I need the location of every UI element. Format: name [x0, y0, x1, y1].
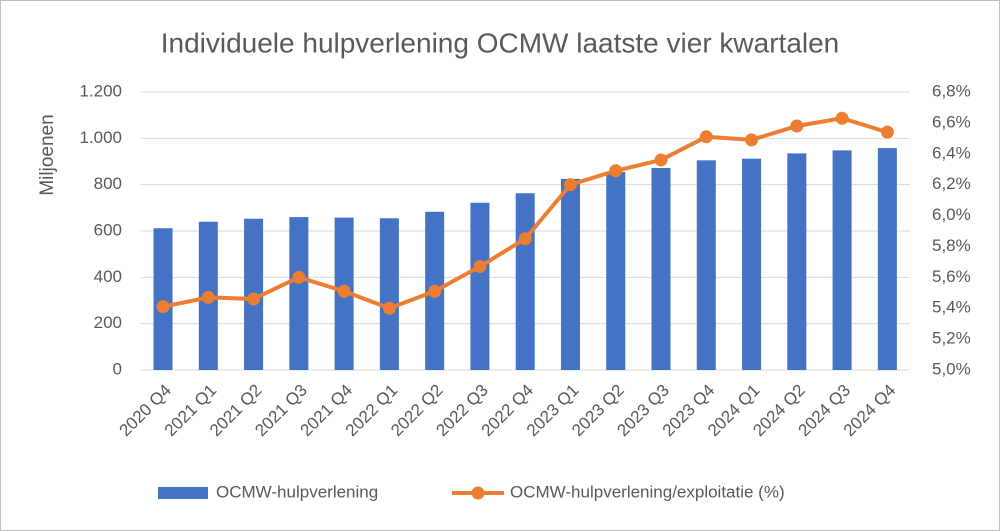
legend-swatch: [471, 486, 485, 500]
y-tick-label: 0: [113, 359, 122, 378]
line-marker: [292, 270, 306, 284]
y2-tick-label: 5,6%: [932, 267, 971, 286]
line-marker: [382, 301, 396, 315]
legend-label: OCMW-hulpverlening/exploitatie (%): [510, 482, 785, 501]
line-marker: [790, 119, 804, 133]
bar: [742, 158, 762, 370]
bar: [787, 153, 807, 370]
y2-tick-label: 6,4%: [932, 143, 971, 162]
bar: [153, 228, 173, 370]
legend-label: OCMW-hulpverlening: [216, 482, 378, 501]
y-tick-label: 1.000: [79, 128, 122, 147]
line-marker: [201, 290, 215, 304]
bar: [651, 167, 671, 370]
y2-tick-label: 6,6%: [932, 112, 971, 131]
line-marker: [609, 164, 623, 178]
bar: [515, 193, 535, 370]
y-tick-label: 1.200: [79, 81, 122, 100]
bar: [877, 148, 897, 370]
y2-tick-label: 5,4%: [932, 298, 971, 317]
line-marker: [337, 284, 351, 298]
line-marker: [835, 111, 849, 125]
legend-swatch: [158, 487, 208, 499]
line-marker: [428, 284, 442, 298]
line-marker: [880, 125, 894, 139]
line-marker: [247, 292, 261, 306]
line-marker: [473, 260, 487, 274]
line-marker: [745, 133, 759, 147]
line-marker: [518, 232, 532, 246]
chart-title: Individuele hulpverlening OCMW laatste v…: [161, 27, 840, 58]
y-tick-label: 600: [94, 220, 122, 239]
line-marker: [699, 130, 713, 144]
y-axis-label: Miljoenen: [37, 114, 58, 195]
y2-tick-label: 5,0%: [932, 359, 971, 378]
y2-tick-label: 5,2%: [932, 329, 971, 348]
y2-tick-label: 6,8%: [932, 81, 971, 100]
bar: [379, 218, 399, 370]
bar: [606, 171, 626, 370]
y-tick-label: 800: [94, 174, 122, 193]
y2-tick-label: 6,2%: [932, 174, 971, 193]
bar: [560, 178, 580, 370]
y-tick-label: 200: [94, 313, 122, 332]
line-marker: [654, 153, 668, 167]
y2-tick-label: 6,0%: [932, 205, 971, 224]
y2-tick-label: 5,8%: [932, 236, 971, 255]
y-tick-label: 400: [94, 267, 122, 286]
bar: [289, 217, 309, 370]
bar: [696, 160, 716, 370]
line-marker: [563, 178, 577, 192]
bar: [470, 202, 490, 370]
line-marker: [156, 300, 170, 314]
bar: [832, 150, 852, 370]
